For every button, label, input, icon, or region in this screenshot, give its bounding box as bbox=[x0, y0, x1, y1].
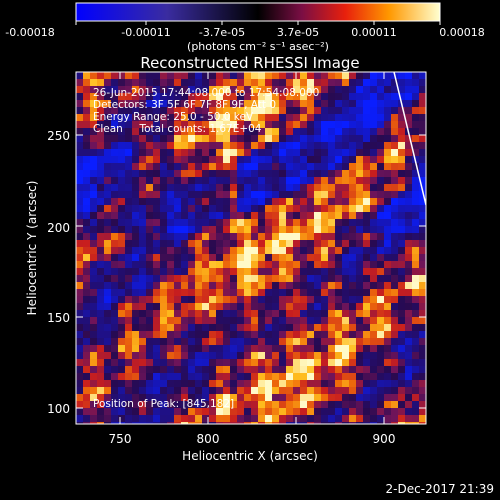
solar-limb-line bbox=[393, 72, 426, 206]
colorbar-ticks bbox=[75, 21, 441, 25]
colorbar-tick-label: -0.00011 bbox=[121, 26, 170, 39]
y-tick-label: 100 bbox=[47, 402, 70, 416]
y-axis-label: Heliocentric Y (arcsec) bbox=[25, 181, 39, 316]
footer-timestamp: 2-Dec-2017 21:39 bbox=[386, 482, 494, 496]
colorbar bbox=[75, 2, 441, 22]
x-axis-label: Heliocentric X (arcsec) bbox=[182, 449, 318, 463]
axis-ticks bbox=[76, 72, 426, 424]
x-tick-label: 800 bbox=[197, 432, 220, 446]
annotation-peak-position: Position of Peak: [845,182] bbox=[93, 398, 234, 410]
y-tick-label: 250 bbox=[47, 129, 70, 143]
colorbar-tick-label: -3.7e-05 bbox=[199, 26, 245, 39]
rhessi-image bbox=[76, 72, 426, 424]
annotation-method-counts: Clean Total counts: 1.67E+04 bbox=[93, 123, 262, 135]
plot-frame bbox=[75, 71, 427, 425]
x-tick-label: 850 bbox=[285, 432, 308, 446]
x-tick-label: 750 bbox=[109, 432, 132, 446]
y-tick-label: 150 bbox=[47, 311, 70, 325]
y-tick-label: 200 bbox=[47, 221, 70, 235]
image-annotations: 26-Jun-2015 17:44:08.000 to 17:54:08.000… bbox=[93, 87, 319, 410]
colorbar-tick-label: 3.7e-05 bbox=[277, 26, 319, 39]
colorbar-tick-label: 0.00011 bbox=[351, 26, 397, 39]
x-tick-label: 900 bbox=[373, 432, 396, 446]
colorbar-tick-label: -0.00018 bbox=[5, 26, 54, 39]
plot-title: Reconstructed RHESSI Image bbox=[140, 54, 359, 72]
colorbar-tick-label: 0.00018 bbox=[439, 26, 485, 39]
annotation-energy-range: Energy Range: 25.0 - 50.0 keV bbox=[93, 111, 254, 123]
annotation-time-range: 26-Jun-2015 17:44:08.000 to 17:54:08.000 bbox=[93, 87, 319, 99]
annotation-detectors: Detectors: 3F 5F 6F 7F 8F 9F, Att 0 bbox=[93, 99, 276, 111]
colorbar-unit-label: (photons cm⁻² s⁻¹ asec⁻²) bbox=[187, 40, 329, 53]
